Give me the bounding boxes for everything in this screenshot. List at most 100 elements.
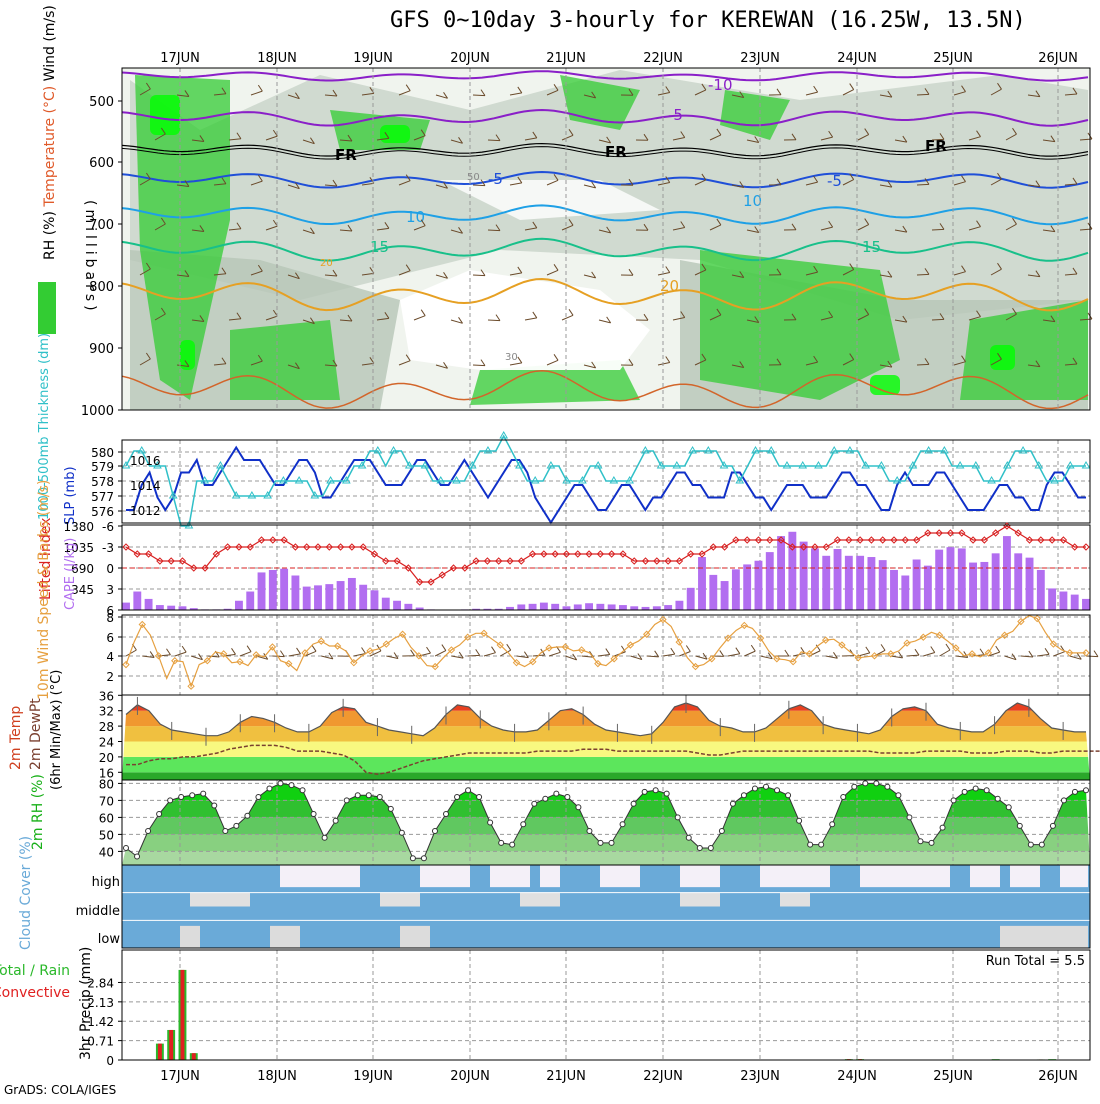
wind-label: 10m Wind Speed & Barbs (m/s) bbox=[36, 480, 52, 700]
rh-point bbox=[741, 793, 746, 798]
date-label-top: 17JUN bbox=[160, 51, 200, 66]
y-tick-label: 600 bbox=[89, 156, 114, 171]
cloud-panel bbox=[122, 865, 1090, 948]
rh-point bbox=[355, 793, 360, 798]
cloud-mid-patch bbox=[520, 893, 560, 907]
precip-conv-bar bbox=[158, 1044, 162, 1060]
rh-point bbox=[455, 795, 460, 800]
rh-point bbox=[587, 829, 592, 834]
thickness-point bbox=[988, 477, 995, 483]
temp-tick: 28 bbox=[99, 720, 114, 734]
y-axis-label-part: Wind (m/s) bbox=[42, 5, 58, 81]
rh-point bbox=[377, 795, 382, 800]
rh-point bbox=[885, 784, 890, 789]
cape-bar bbox=[167, 606, 175, 610]
cape-bar bbox=[371, 590, 379, 610]
rh-panel bbox=[122, 775, 1090, 865]
rh-point bbox=[730, 801, 735, 806]
rh-point bbox=[907, 815, 912, 820]
cape-bar bbox=[630, 606, 638, 610]
cape-bar bbox=[664, 605, 672, 610]
wind-barb bbox=[1021, 656, 1033, 657]
contour-label: FR bbox=[605, 143, 627, 161]
precip-conv-bar bbox=[181, 970, 185, 1060]
wind-barb-flag bbox=[736, 648, 740, 654]
cape-bar bbox=[732, 569, 740, 610]
thickness-tick: 576 bbox=[91, 505, 114, 519]
cape-bar bbox=[721, 581, 729, 610]
cloud-tick: low bbox=[98, 932, 121, 947]
wind-barb-flag bbox=[1029, 651, 1033, 657]
cape-bar bbox=[145, 599, 153, 610]
wind-barb bbox=[488, 230, 500, 231]
rh-point bbox=[896, 793, 901, 798]
wind-barb bbox=[917, 94, 929, 95]
wind-barb bbox=[435, 651, 446, 656]
contour-label: FR bbox=[335, 146, 357, 164]
rh-point bbox=[841, 795, 846, 800]
cape-bar bbox=[1026, 558, 1034, 610]
cape-bar bbox=[969, 563, 977, 610]
cape-bar bbox=[179, 606, 187, 610]
cloud-high-patch bbox=[680, 865, 720, 887]
wind-barb-flag bbox=[280, 651, 284, 657]
cloud-low-patch bbox=[400, 926, 430, 948]
wind-barb bbox=[744, 651, 755, 656]
thickness-point bbox=[248, 492, 255, 498]
rh-point bbox=[863, 781, 868, 786]
minmax-label: (6hr Min/Max) (°C) bbox=[49, 670, 64, 790]
contour-label: 10 bbox=[743, 192, 762, 210]
rh-point bbox=[190, 793, 195, 798]
rh-point bbox=[366, 793, 371, 798]
wind-barb bbox=[207, 656, 219, 657]
contour-label: -5 bbox=[668, 106, 683, 124]
contour-label: -10 bbox=[708, 76, 733, 94]
wind-barb bbox=[488, 140, 500, 141]
y-axis-label-part: RH (%) bbox=[42, 207, 58, 260]
thickness-point bbox=[1083, 462, 1090, 468]
date-label-bottom: 19JUN bbox=[353, 1069, 393, 1084]
thickness-tick: 579 bbox=[91, 460, 114, 474]
wind-barb-flag bbox=[247, 646, 251, 652]
temp-panel bbox=[122, 695, 1100, 780]
thickness-point bbox=[610, 477, 617, 483]
rh-band bbox=[122, 800, 1090, 817]
rh-point bbox=[554, 791, 559, 796]
cape-panel bbox=[122, 523, 1090, 610]
cape-bar bbox=[608, 604, 616, 610]
precip-conv-bar bbox=[192, 1053, 196, 1060]
wind-barb-flag bbox=[1045, 648, 1049, 654]
rh-band bbox=[122, 851, 1090, 865]
rh-point bbox=[212, 803, 217, 808]
cape-bar bbox=[280, 569, 288, 610]
cape-bar bbox=[1037, 570, 1045, 610]
cloud-high-patch bbox=[540, 865, 560, 887]
rh-point bbox=[576, 805, 581, 810]
cloud-label: Cloud Cover (%) bbox=[18, 836, 34, 950]
cape-bar bbox=[935, 550, 943, 610]
cloud-tick: middle bbox=[76, 904, 120, 919]
cloud-mid-patch bbox=[680, 893, 720, 907]
wind-point bbox=[123, 662, 129, 668]
rh-point bbox=[1028, 842, 1033, 847]
rh-point bbox=[521, 822, 526, 827]
rh-point bbox=[918, 839, 923, 844]
rh-point bbox=[929, 840, 934, 845]
rh-point bbox=[609, 840, 614, 845]
wind-tick: 6 bbox=[106, 631, 114, 645]
cape-bar bbox=[596, 604, 604, 610]
temp-tick: 36 bbox=[99, 689, 114, 703]
thickness-point bbox=[296, 477, 303, 483]
date-label-top: 23JUN bbox=[740, 51, 780, 66]
wind-barb-flag bbox=[931, 646, 935, 652]
wind-barb-flag bbox=[312, 645, 316, 651]
rh-point bbox=[322, 835, 327, 840]
cloud-high-patch bbox=[280, 865, 360, 887]
rh-shade-bright bbox=[150, 95, 180, 135]
rh-shade-bright bbox=[990, 345, 1015, 370]
rh-point bbox=[719, 829, 724, 834]
rh-point bbox=[1039, 842, 1044, 847]
rh-point bbox=[752, 786, 757, 791]
rh-point bbox=[675, 815, 680, 820]
